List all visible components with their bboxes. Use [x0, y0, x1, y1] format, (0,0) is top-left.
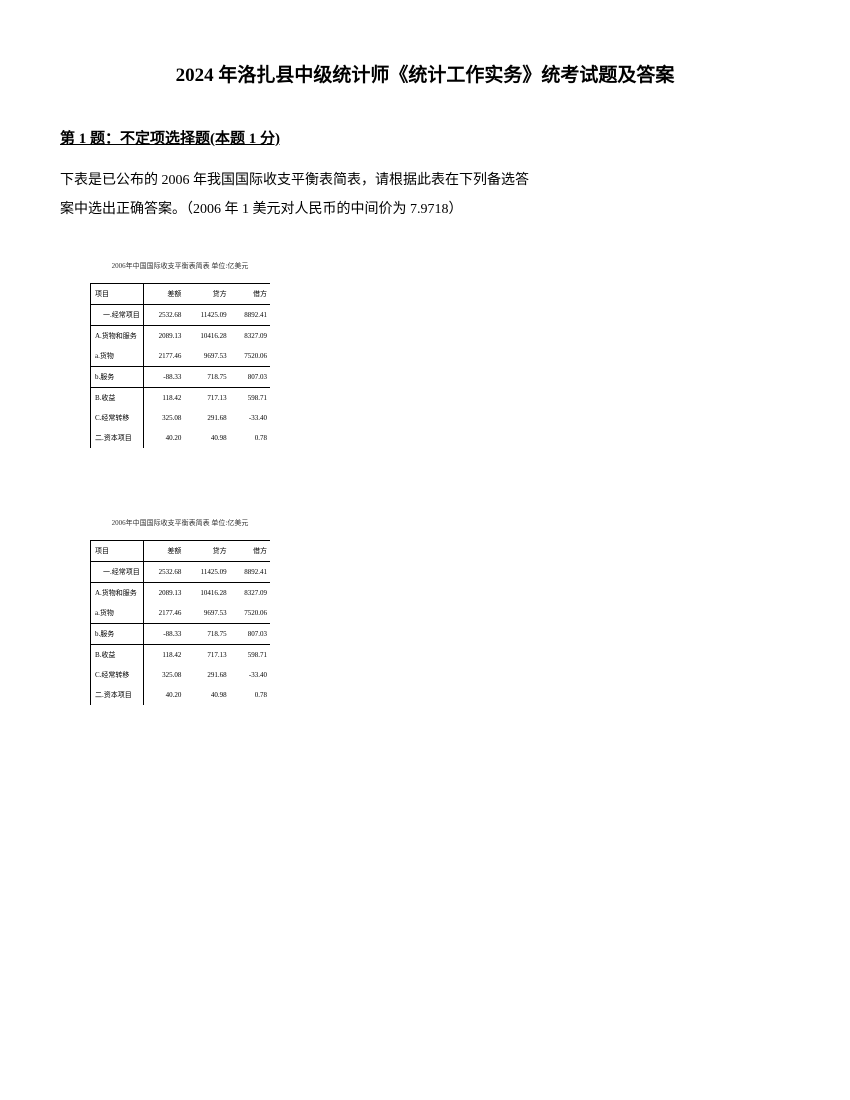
cell-debit: 0.78	[230, 685, 270, 705]
cell-debit: -33.40	[230, 665, 270, 685]
table-row: a.货物2177.469697.537520.06	[91, 346, 271, 367]
header-item: 项目	[91, 283, 144, 304]
cell-credit: 291.68	[184, 665, 229, 685]
question-line-1: 下表是已公布的 2006 年我国国际收支平衡表简表，请根据此表在下列备选答	[60, 173, 529, 188]
cell-item: A.货物和服务	[91, 325, 144, 346]
cell-item: B.收益	[91, 387, 144, 408]
cell-debit: 8327.09	[230, 325, 270, 346]
cell-balance: 325.08	[143, 408, 184, 428]
header-item: 项目	[91, 540, 144, 561]
table-caption-2: 2006年中国国际收支平衡表简表 单位:亿美元	[90, 518, 270, 528]
table-row: 一.经常项目2532.6811425.098892.41	[91, 304, 271, 325]
page-title: 2024 年洛扎县中级统计师《统计工作实务》统考试题及答案	[60, 60, 790, 87]
cell-item: 一.经常项目	[91, 561, 144, 582]
cell-item: A.货物和服务	[91, 582, 144, 603]
cell-balance: -88.33	[143, 623, 184, 644]
cell-credit: 717.13	[184, 387, 229, 408]
cell-debit: 8892.41	[230, 304, 270, 325]
cell-item: a.货物	[91, 346, 144, 367]
cell-debit: 0.78	[230, 428, 270, 448]
cell-credit: 717.13	[184, 644, 229, 665]
table-header-row: 项目差额贷方借方	[91, 540, 271, 561]
table-row: A.货物和服务2089.1310416.288327.09	[91, 325, 271, 346]
cell-balance: 40.20	[143, 685, 184, 705]
table-row: a.货物2177.469697.537520.06	[91, 603, 271, 624]
cell-credit: 291.68	[184, 408, 229, 428]
cell-balance: 2177.46	[143, 346, 184, 367]
cell-credit: 40.98	[184, 685, 229, 705]
cell-item: C.经常转移	[91, 665, 144, 685]
question-line-2: 案中选出正确答案。（2006 年 1 美元对人民币的中间价为 7.9718）	[60, 202, 463, 217]
cell-credit: 9697.53	[184, 603, 229, 624]
cell-balance: 118.42	[143, 387, 184, 408]
cell-balance: 118.42	[143, 644, 184, 665]
header-credit: 贷方	[184, 540, 229, 561]
cell-balance: 2177.46	[143, 603, 184, 624]
header-credit: 贷方	[184, 283, 229, 304]
header-balance: 差额	[143, 283, 184, 304]
balance-table-2: 项目差额贷方借方一.经常项目2532.6811425.098892.41A.货物…	[90, 540, 270, 705]
cell-debit: 807.03	[230, 366, 270, 387]
cell-balance: 325.08	[143, 665, 184, 685]
header-balance: 差额	[143, 540, 184, 561]
cell-debit: 598.71	[230, 387, 270, 408]
cell-credit: 718.75	[184, 623, 229, 644]
cell-credit: 11425.09	[184, 561, 229, 582]
cell-balance: 2089.13	[143, 325, 184, 346]
cell-credit: 40.98	[184, 428, 229, 448]
cell-item: 二.资本项目	[91, 428, 144, 448]
data-table-1: 2006年中国国际收支平衡表简表 单位:亿美元 项目差额贷方借方一.经常项目25…	[90, 261, 790, 448]
cell-item: b.服务	[91, 623, 144, 644]
cell-debit: 807.03	[230, 623, 270, 644]
cell-balance: 2532.68	[143, 561, 184, 582]
cell-credit: 9697.53	[184, 346, 229, 367]
table-row: b.服务-88.33718.75807.03	[91, 366, 271, 387]
table-row: B.收益118.42717.13598.71	[91, 387, 271, 408]
table-row: C.经常转移325.08291.68-33.40	[91, 408, 271, 428]
cell-item: 二.资本项目	[91, 685, 144, 705]
cell-credit: 10416.28	[184, 582, 229, 603]
cell-credit: 718.75	[184, 366, 229, 387]
cell-debit: 7520.06	[230, 603, 270, 624]
cell-balance: 40.20	[143, 428, 184, 448]
table-header-row: 项目差额贷方借方	[91, 283, 271, 304]
table-row: b.服务-88.33718.75807.03	[91, 623, 271, 644]
question-text: 下表是已公布的 2006 年我国国际收支平衡表简表，请根据此表在下列备选答 案中…	[60, 166, 790, 225]
cell-credit: 11425.09	[184, 304, 229, 325]
data-table-2: 2006年中国国际收支平衡表简表 单位:亿美元 项目差额贷方借方一.经常项目25…	[90, 518, 790, 705]
table-row: 二.资本项目40.2040.980.78	[91, 428, 271, 448]
header-debit: 借方	[230, 540, 270, 561]
table-row: 一.经常项目2532.6811425.098892.41	[91, 561, 271, 582]
cell-item: 一.经常项目	[91, 304, 144, 325]
table-row: 二.资本项目40.2040.980.78	[91, 685, 271, 705]
table-row: C.经常转移325.08291.68-33.40	[91, 665, 271, 685]
balance-table-1: 项目差额贷方借方一.经常项目2532.6811425.098892.41A.货物…	[90, 283, 270, 448]
question-header: 第 1 题：不定项选择题(本题 1 分)	[60, 127, 790, 148]
cell-debit: 8327.09	[230, 582, 270, 603]
cell-credit: 10416.28	[184, 325, 229, 346]
cell-debit: 598.71	[230, 644, 270, 665]
table-caption-1: 2006年中国国际收支平衡表简表 单位:亿美元	[90, 261, 270, 271]
cell-debit: -33.40	[230, 408, 270, 428]
cell-balance: -88.33	[143, 366, 184, 387]
cell-debit: 7520.06	[230, 346, 270, 367]
header-debit: 借方	[230, 283, 270, 304]
table-row: A.货物和服务2089.1310416.288327.09	[91, 582, 271, 603]
cell-item: b.服务	[91, 366, 144, 387]
cell-item: a.货物	[91, 603, 144, 624]
cell-debit: 8892.41	[230, 561, 270, 582]
cell-item: C.经常转移	[91, 408, 144, 428]
cell-balance: 2089.13	[143, 582, 184, 603]
cell-balance: 2532.68	[143, 304, 184, 325]
table-row: B.收益118.42717.13598.71	[91, 644, 271, 665]
cell-item: B.收益	[91, 644, 144, 665]
